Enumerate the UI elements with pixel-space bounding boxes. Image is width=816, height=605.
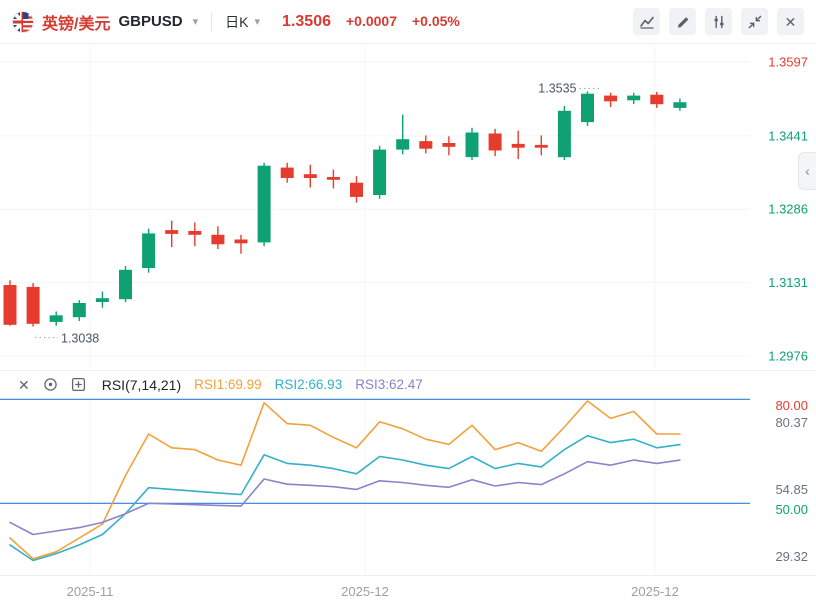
gbpusd-flag-icon xyxy=(12,10,34,33)
remove-indicator-icon[interactable]: ✕ xyxy=(18,376,30,393)
draw-tools-button[interactable] xyxy=(669,8,696,35)
candle-body xyxy=(511,143,525,148)
candle-body xyxy=(188,231,202,235)
price-change: +0.0007 xyxy=(345,12,397,29)
close-icon: ✕ xyxy=(784,13,797,30)
chevron-down-icon: ▾ xyxy=(192,16,199,28)
candle-body xyxy=(650,94,664,105)
candle-body xyxy=(119,269,132,300)
time-axis-label: 2025-12 xyxy=(341,584,389,599)
price-tick-label: 1.2976 xyxy=(768,349,808,364)
candle-body xyxy=(604,95,618,102)
candle-body xyxy=(49,315,63,322)
rsi-scale-label: 54.85 xyxy=(775,482,808,497)
interval-selector[interactable]: 日K ▾ xyxy=(225,12,260,32)
candle-body xyxy=(534,144,548,148)
candle-body xyxy=(280,167,294,178)
candle-body xyxy=(142,233,156,268)
pair-name: 英镑/美元 xyxy=(42,15,111,33)
price-tick-label: 1.3597 xyxy=(768,55,808,70)
collapse-arrows-icon xyxy=(748,15,761,28)
candle-body xyxy=(26,286,40,324)
candle-body xyxy=(72,303,86,318)
rsi-line-RSI2 xyxy=(9,434,681,562)
low-marker-label: 1.3038 xyxy=(61,332,99,346)
candle-body xyxy=(303,174,317,178)
interval-label: 日K xyxy=(225,13,249,30)
time-axis-label: 2025-11 xyxy=(67,584,114,599)
candle-body xyxy=(373,149,387,195)
candle-body xyxy=(396,139,410,150)
high-marker-label: 1.3535 xyxy=(538,81,576,95)
chevron-left-icon: ‹ xyxy=(805,163,810,179)
symbol-selector[interactable]: 英镑/美元 GBPUSD ▾ xyxy=(12,10,198,34)
rsi-legend-2: RSI2:66.93 xyxy=(274,377,343,392)
rsi-legend-3: RSI3:62.47 xyxy=(355,377,423,392)
pencil-icon xyxy=(677,16,688,28)
collapse-axis-tab[interactable]: ‹ xyxy=(798,152,816,190)
rsi-band-label: 80.00 xyxy=(775,398,808,413)
chart-style-button[interactable] xyxy=(633,8,660,35)
sliders-icon xyxy=(714,15,723,28)
indicator-params-icon[interactable] xyxy=(43,377,58,392)
toolbar-divider xyxy=(211,12,213,31)
candle-body xyxy=(673,102,687,108)
candle-body xyxy=(211,234,225,245)
candle-body xyxy=(419,141,433,149)
candle-body xyxy=(627,95,641,101)
price-tick-label: 1.3286 xyxy=(768,202,808,217)
indicator-header: ✕ RSI(7,14,21) RSI1:69.99 RSI2:66.93 RSI… xyxy=(0,371,750,398)
price-tick-label: 1.3441 xyxy=(768,128,808,143)
chart-toolbar: 英镑/美元 GBPUSD ▾ 日K ▾ 1.3506 +0.0007 +0.05… xyxy=(0,0,816,44)
candle-body xyxy=(3,285,17,325)
last-price: 1.3506 xyxy=(282,12,331,30)
indicator-settings-button[interactable] xyxy=(705,8,732,35)
candle-body xyxy=(442,143,456,147)
rsi-band-label: 50.00 xyxy=(775,502,808,517)
rsi-scale-label: 80.37 xyxy=(775,415,808,430)
quote-cluster: 1.3506 +0.0007 +0.05% xyxy=(282,13,460,31)
line-chart-icon xyxy=(639,16,654,29)
candle-body xyxy=(465,132,479,158)
candle-body xyxy=(257,165,271,243)
candle-body xyxy=(488,133,502,151)
add-indicator-icon[interactable] xyxy=(71,377,86,392)
candle-body xyxy=(350,182,363,197)
rsi-line-RSI3 xyxy=(9,459,681,536)
price-tick-label: 1.3131 xyxy=(768,275,808,290)
price-change-percent: +0.05% xyxy=(411,12,460,29)
candle-body xyxy=(165,230,179,234)
close-chart-button[interactable]: ✕ xyxy=(777,8,804,35)
candle-body xyxy=(234,239,248,244)
candle-body xyxy=(95,298,109,302)
rsi-legend-1: RSI1:69.99 xyxy=(194,377,262,392)
candle-body xyxy=(326,177,340,180)
toolbar-buttons: ✕ xyxy=(633,8,804,35)
collapse-fullscreen-button[interactable] xyxy=(741,8,768,35)
time-axis-label: 2025-12 xyxy=(631,584,679,599)
rsi-scale-label: 29.32 xyxy=(775,549,808,564)
candle-body xyxy=(557,110,571,158)
chevron-down-icon: ▾ xyxy=(254,16,261,28)
candle-body xyxy=(581,93,594,123)
rsi-line-RSI1 xyxy=(9,400,681,560)
indicator-name[interactable]: RSI(7,14,21) xyxy=(101,376,182,393)
pair-symbol: GBPUSD xyxy=(118,13,183,30)
